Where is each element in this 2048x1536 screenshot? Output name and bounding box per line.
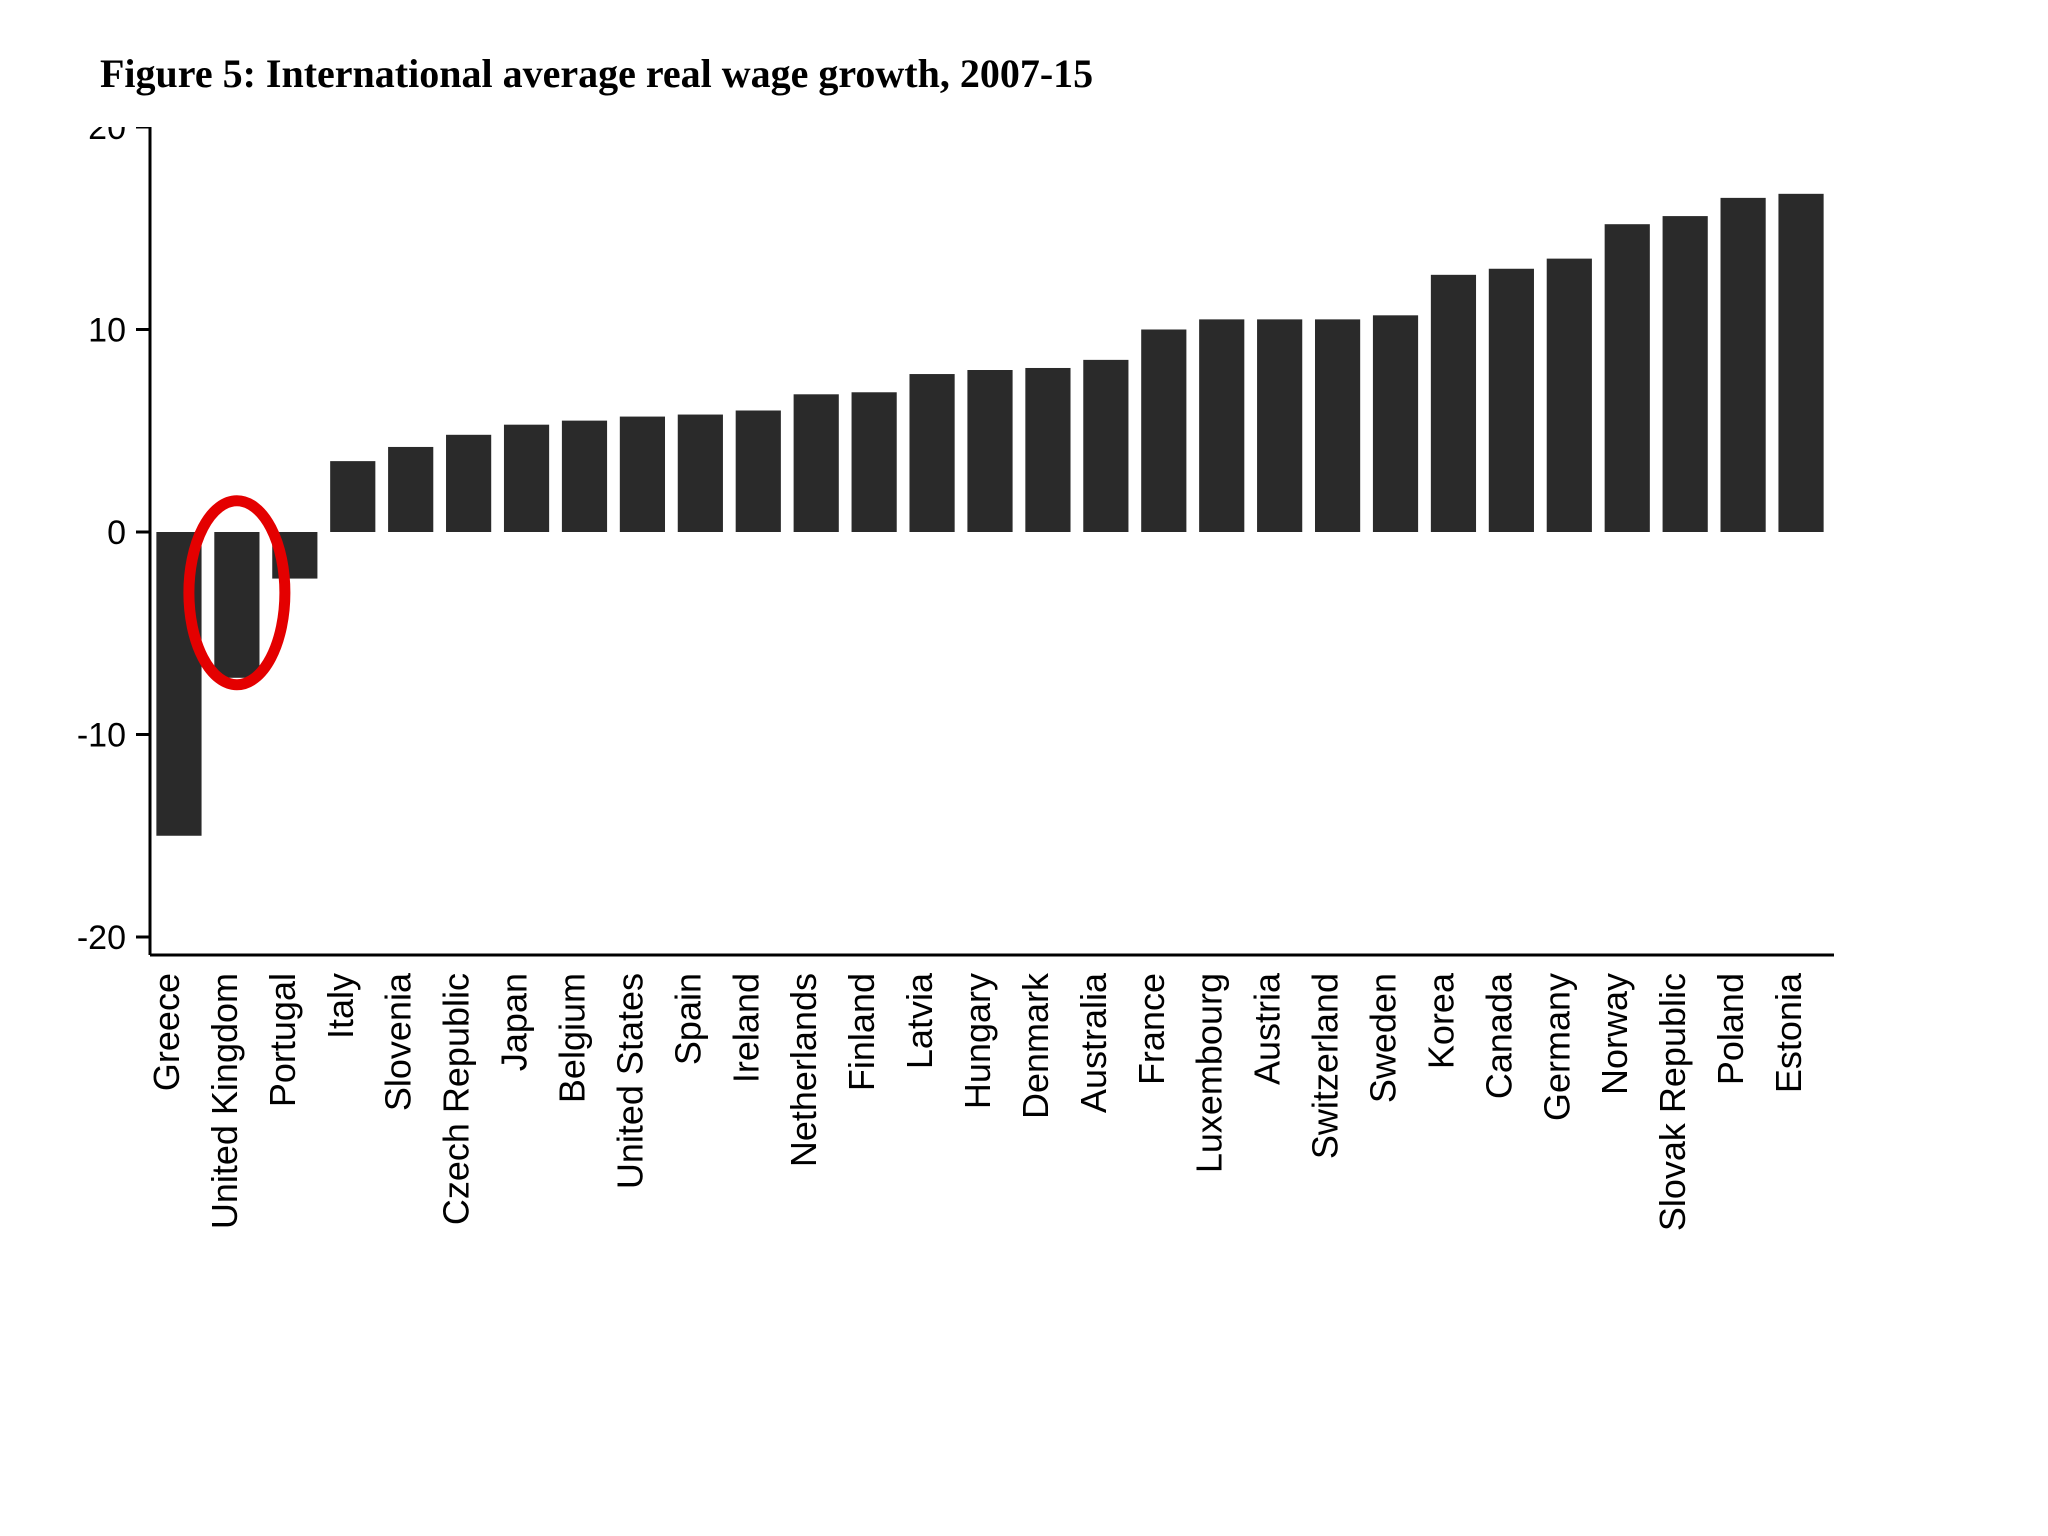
chart-area: -20 -10 0 10 20 Greece United Kingdom Portugal I… [40,127,2008,1407]
x-label-norway: Norway [1594,973,1635,1095]
chart-title: Figure 5: International average real wag… [100,50,2008,97]
bar-estonia [1778,194,1823,532]
x-label-denmark: Denmark [1015,972,1056,1119]
x-label-luxembourg: Luxembourg [1189,973,1230,1173]
x-label-france: France [1131,973,1172,1085]
x-label-greece: Greece [146,973,187,1091]
bar-italy [330,461,375,532]
y-tick-label: -10 [77,716,126,754]
x-label-slovenia: Slovenia [378,972,419,1111]
bar-poland [1721,198,1766,532]
bar-netherlands [794,394,839,532]
x-label-korea: Korea [1420,972,1461,1069]
bar-austria [1257,319,1302,532]
bar-denmark [1025,368,1070,532]
x-label-belgium: Belgium [551,973,592,1103]
figure-container: Figure 5: International average real wag… [40,50,2008,1407]
x-label-portugal: Portugal [262,973,303,1107]
bar-united-kingdom [214,532,259,678]
y-tick-label: 0 [107,514,126,552]
bar-korea [1431,275,1476,532]
x-label-latvia: Latvia [899,972,940,1069]
x-label-switzerland: Switzerland [1305,973,1346,1159]
bar-slovenia [388,447,433,532]
bar-latvia [909,374,954,532]
bar-spain [678,415,723,532]
bar-belgium [562,421,607,532]
x-label-hungary: Hungary [957,973,998,1109]
x-label-australia: Australia [1073,972,1114,1113]
x-label-germany: Germany [1536,973,1577,1121]
bar-norway [1605,224,1650,532]
x-label-united-kingdom: United Kingdom [204,973,245,1229]
bar-australia [1083,360,1128,532]
x-label-sweden: Sweden [1363,973,1404,1103]
x-label-slovak-republic: Slovak Republic [1652,973,1693,1231]
bar-switzerland [1315,319,1360,532]
bar-germany [1547,259,1592,532]
x-label-netherlands: Netherlands [783,973,824,1167]
bar-ireland [736,411,781,533]
x-label-estonia: Estonia [1768,972,1809,1093]
bar-sweden [1373,315,1418,532]
bar-japan [504,425,549,532]
y-tick-label: -20 [77,919,126,957]
bar-canada [1489,269,1534,532]
x-label-poland: Poland [1710,973,1751,1085]
y-tick-label: 20 [88,127,126,147]
bar-slovak-republic [1663,216,1708,532]
bar-hungary [967,370,1012,532]
x-label-canada: Canada [1478,972,1519,1099]
x-label-spain: Spain [667,973,708,1065]
x-label-united-states: United States [609,973,650,1189]
bar-finland [852,392,897,532]
y-tick-label: 10 [88,311,126,349]
bar-czech-republic [446,435,491,532]
x-label-austria: Austria [1247,972,1288,1085]
x-label-finland: Finland [841,973,882,1091]
x-label-ireland: Ireland [725,973,766,1083]
x-label-czech-republic: Czech Republic [436,973,477,1225]
bar-united-states [620,417,665,532]
x-label-japan: Japan [494,973,535,1071]
x-label-italy: Italy [320,973,361,1039]
bar-france [1141,330,1186,533]
bar-chart-svg: -20 -10 0 10 20 Greece United Kingdom Portugal I… [40,127,1940,1407]
bar-luxembourg [1199,319,1244,532]
